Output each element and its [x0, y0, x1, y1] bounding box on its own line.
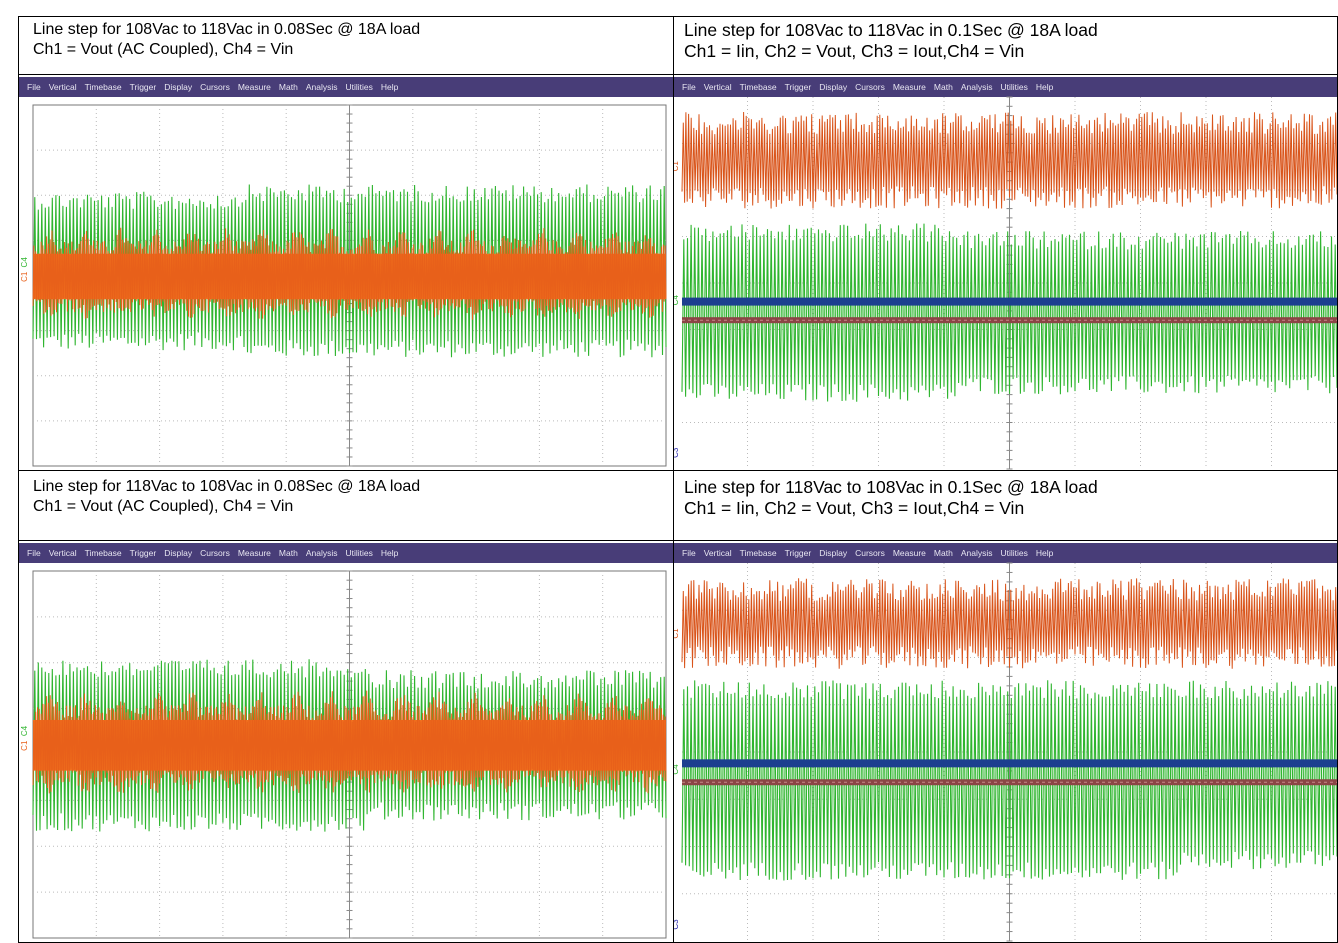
menu-item: Timebase: [85, 82, 122, 92]
caption-line: Ch1 = Vout (AC Coupled), Ch4 = Vin: [33, 498, 294, 515]
menu-item: Math: [934, 548, 953, 558]
menu-item: Cursors: [200, 82, 230, 92]
menu-item: Measure: [238, 548, 271, 558]
menu-item: File: [27, 548, 41, 558]
caption-line: Line step for 108Vac to 118Vac in 0.1Sec…: [684, 20, 1098, 40]
scope-screenshot: File Vertical Timebase Trigger Display Cursor…: [674, 77, 1337, 470]
menu-item: Help: [1036, 548, 1054, 558]
scope-cell: File Vertical Timebase Trigger Display Cursor…: [673, 74, 1338, 471]
vout-trace: [682, 779, 1337, 786]
scope-cell: File Vertical Timebase Trigger Display Cursor…: [18, 74, 674, 471]
menu-item: Analysis: [961, 548, 993, 558]
menu-item: Math: [934, 82, 953, 92]
caption-line: Ch1 = Iin, Ch2 = Vout, Ch3 = Iout,Ch4 = …: [684, 498, 1025, 518]
menu-item: Timebase: [740, 548, 777, 558]
vin-trace: [32, 659, 667, 832]
menu-bar: [19, 77, 673, 97]
scope-screenshot: File Vertical Timebase Trigger Display Cursor…: [19, 77, 673, 467]
menu-item: Vertical: [704, 82, 732, 92]
menu-bar: [674, 543, 1337, 563]
menu-item: Display: [164, 548, 193, 558]
caption-line: Line step for 108Vac to 118Vac in 0.08Se…: [33, 21, 421, 38]
caption: Line step for 108Vac to 118Vac in 0.08Se…: [19, 17, 673, 60]
iin-trace: [681, 111, 1337, 209]
menu-item: Trigger: [130, 82, 157, 92]
menu-item: File: [682, 82, 696, 92]
iout-trace: [682, 297, 1337, 306]
menu-item: Trigger: [130, 548, 157, 558]
channel-label: C4: [674, 764, 680, 775]
caption-cell: Line step for 118Vac to 108Vac in 0.08Se…: [18, 470, 674, 541]
menu-item: Display: [819, 548, 848, 558]
menu-item: Display: [819, 82, 848, 92]
menu-item: Analysis: [306, 82, 338, 92]
menu-item: File: [27, 82, 41, 92]
channel-label: C1: [674, 628, 680, 639]
menu-item: Timebase: [85, 548, 122, 558]
menu-item: Vertical: [49, 548, 77, 558]
channel-label: C3: [674, 447, 680, 458]
menu-item: Utilities: [1000, 548, 1027, 558]
scope-screenshot: File Vertical Timebase Trigger Display Cursor…: [674, 543, 1337, 942]
channel-label: C1: [20, 740, 29, 751]
menu-item: Cursors: [855, 82, 885, 92]
caption-cell: Line step for 118Vac to 108Vac in 0.1Sec…: [673, 470, 1338, 541]
menu-item: Help: [1036, 82, 1054, 92]
channel-label: C4: [20, 725, 29, 736]
caption-cell: Line step for 108Vac to 118Vac in 0.1Sec…: [673, 16, 1338, 75]
caption: Line step for 118Vac to 108Vac in 0.08Se…: [19, 471, 673, 517]
scope-cell: File Vertical Timebase Trigger Display Cursor…: [18, 540, 674, 943]
menu-item: Timebase: [740, 82, 777, 92]
caption-line: Ch1 = Vout (AC Coupled), Ch4 = Vin: [33, 41, 294, 58]
menu-item: Trigger: [785, 548, 812, 558]
menu-item: Vertical: [704, 548, 732, 558]
menu-item: Display: [164, 82, 193, 92]
scope-screenshot: File Vertical Timebase Trigger Display Cursor…: [19, 543, 673, 939]
channel-label: C3: [674, 919, 680, 930]
menu-item: Measure: [893, 82, 926, 92]
caption-line: Line step for 118Vac to 108Vac in 0.08Se…: [33, 478, 421, 495]
caption-cell: Line step for 108Vac to 118Vac in 0.08Se…: [18, 16, 674, 75]
vin-trace: [681, 680, 1337, 881]
caption: Line step for 108Vac to 118Vac in 0.1Sec…: [674, 17, 1337, 62]
caption-line: Ch1 = Iin, Ch2 = Vout, Ch3 = Iout,Ch4 = …: [684, 41, 1025, 61]
caption: Line step for 118Vac to 108Vac in 0.1Sec…: [674, 471, 1337, 519]
menu-item: Math: [279, 82, 298, 92]
menu-item: Measure: [893, 548, 926, 558]
vout-trace: [682, 317, 1337, 324]
menu-item: Trigger: [785, 82, 812, 92]
caption-line: Line step for 118Vac to 108Vac in 0.1Sec…: [684, 477, 1098, 497]
menu-bar: [19, 543, 673, 563]
channel-label: C1: [20, 271, 29, 282]
menu-item: Math: [279, 548, 298, 558]
menu-item: Analysis: [306, 548, 338, 558]
menu-item: Utilities: [1000, 82, 1027, 92]
vout-trace: [32, 690, 667, 794]
menu-bar: [674, 77, 1337, 97]
vin-trace: [32, 184, 667, 358]
iout-trace: [682, 759, 1337, 768]
channel-label: C4: [674, 295, 680, 306]
menu-item: File: [682, 548, 696, 558]
menu-item: Utilities: [345, 548, 372, 558]
channel-label: C4: [20, 257, 29, 268]
menu-item: Utilities: [345, 82, 372, 92]
menu-item: Cursors: [200, 548, 230, 558]
menu-item: Cursors: [855, 548, 885, 558]
scope-cell: File Vertical Timebase Trigger Display Cursor…: [673, 540, 1338, 943]
vin-trace: [681, 223, 1337, 402]
channel-label: C1: [674, 161, 680, 172]
vout-trace: [32, 227, 667, 320]
iin-trace: [681, 578, 1337, 669]
menu-item: Measure: [238, 82, 271, 92]
menu-item: Analysis: [961, 82, 993, 92]
menu-item: Vertical: [49, 82, 77, 92]
menu-item: Help: [381, 548, 399, 558]
menu-item: Help: [381, 82, 399, 92]
